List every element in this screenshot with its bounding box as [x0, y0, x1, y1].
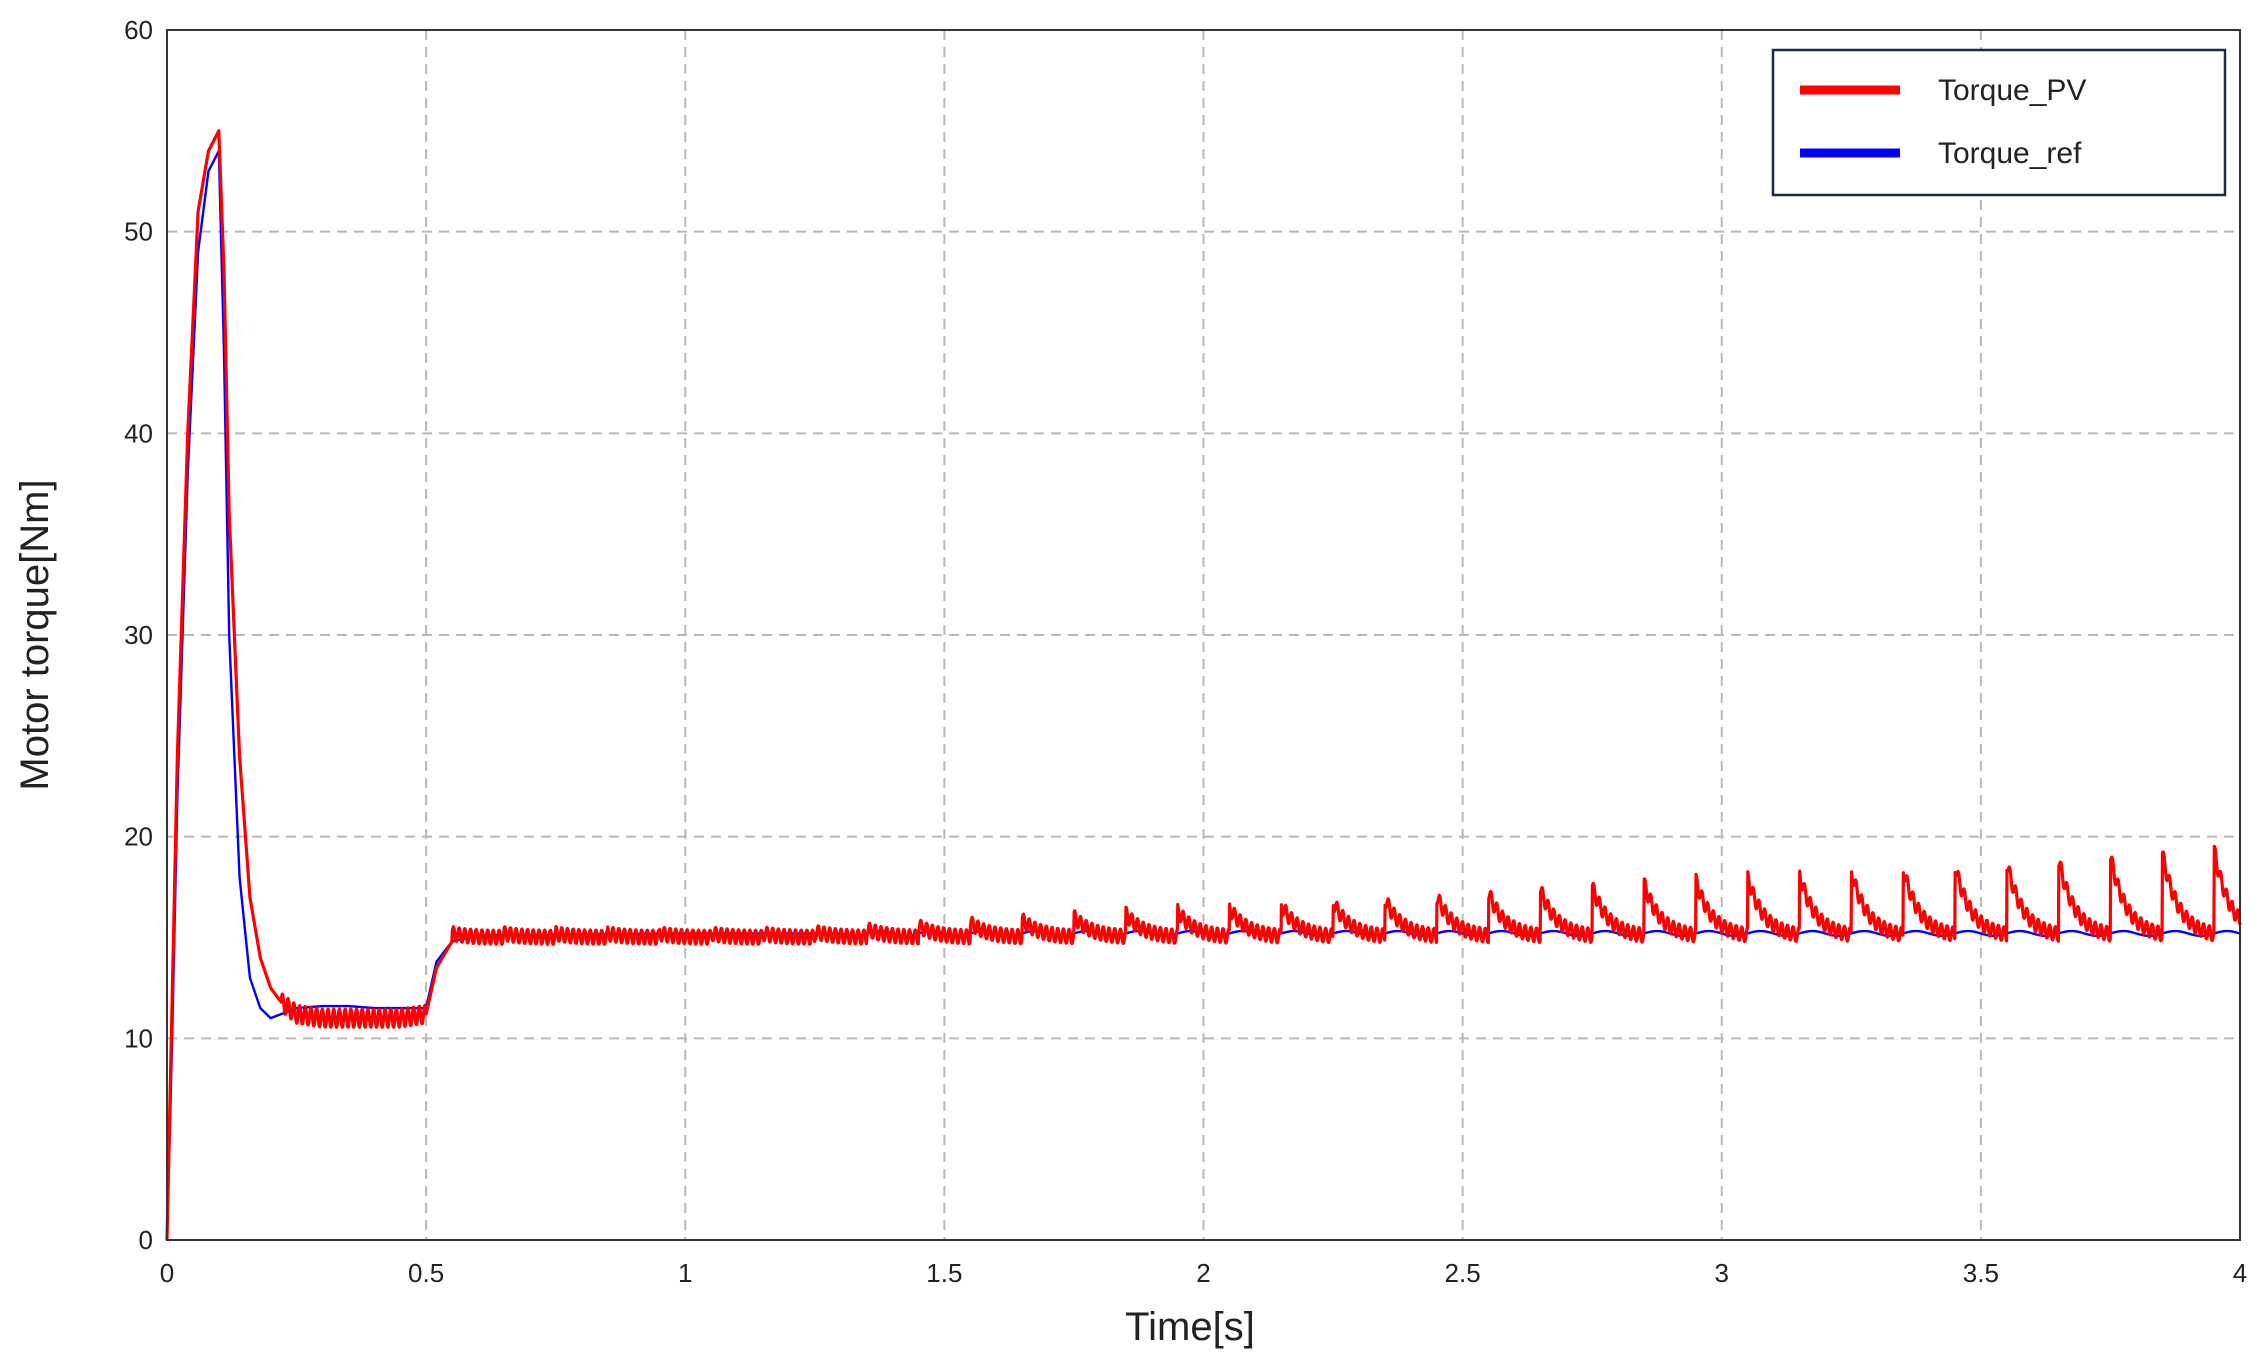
- series-line-torque-pv: [165, 129, 2242, 1241]
- legend-box: [1771, 48, 2227, 197]
- x-tick-label: 2: [1196, 1258, 1210, 1288]
- y-tick-label: 60: [124, 15, 153, 45]
- x-tick-label: 1.5: [926, 1258, 962, 1288]
- y-axis-title: Motor torque[Nm]: [13, 479, 57, 790]
- x-tick-label: 3: [1715, 1258, 1729, 1288]
- y-tick-label: 40: [124, 418, 153, 448]
- x-tick-label: 3.5: [1963, 1258, 1999, 1288]
- plot-frame: [166, 29, 2241, 1241]
- legend-label-torque-ref: Torque_ref: [1938, 137, 2082, 170]
- legend: Torque_PV Torque_ref: [1771, 48, 2227, 197]
- x-tick-label: 0.5: [408, 1258, 444, 1288]
- x-tick-label: 1: [678, 1258, 692, 1288]
- x-tick-label: 4: [2233, 1258, 2247, 1288]
- legend-label-torque-pv: Torque_PV: [1938, 74, 2086, 107]
- grid: [167, 30, 2240, 1240]
- x-axis-title: Time[s]: [1125, 1305, 1255, 1349]
- y-tick-label: 0: [139, 1225, 153, 1255]
- y-tick-label: 10: [124, 1023, 153, 1053]
- x-tick-label: 0: [160, 1258, 174, 1288]
- y-tick-label: 20: [124, 822, 153, 852]
- y-tick-label: 30: [124, 620, 153, 650]
- series-layer: [165, 129, 2242, 1241]
- x-tick-label: 2.5: [1445, 1258, 1481, 1288]
- y-tick-label: 50: [124, 217, 153, 247]
